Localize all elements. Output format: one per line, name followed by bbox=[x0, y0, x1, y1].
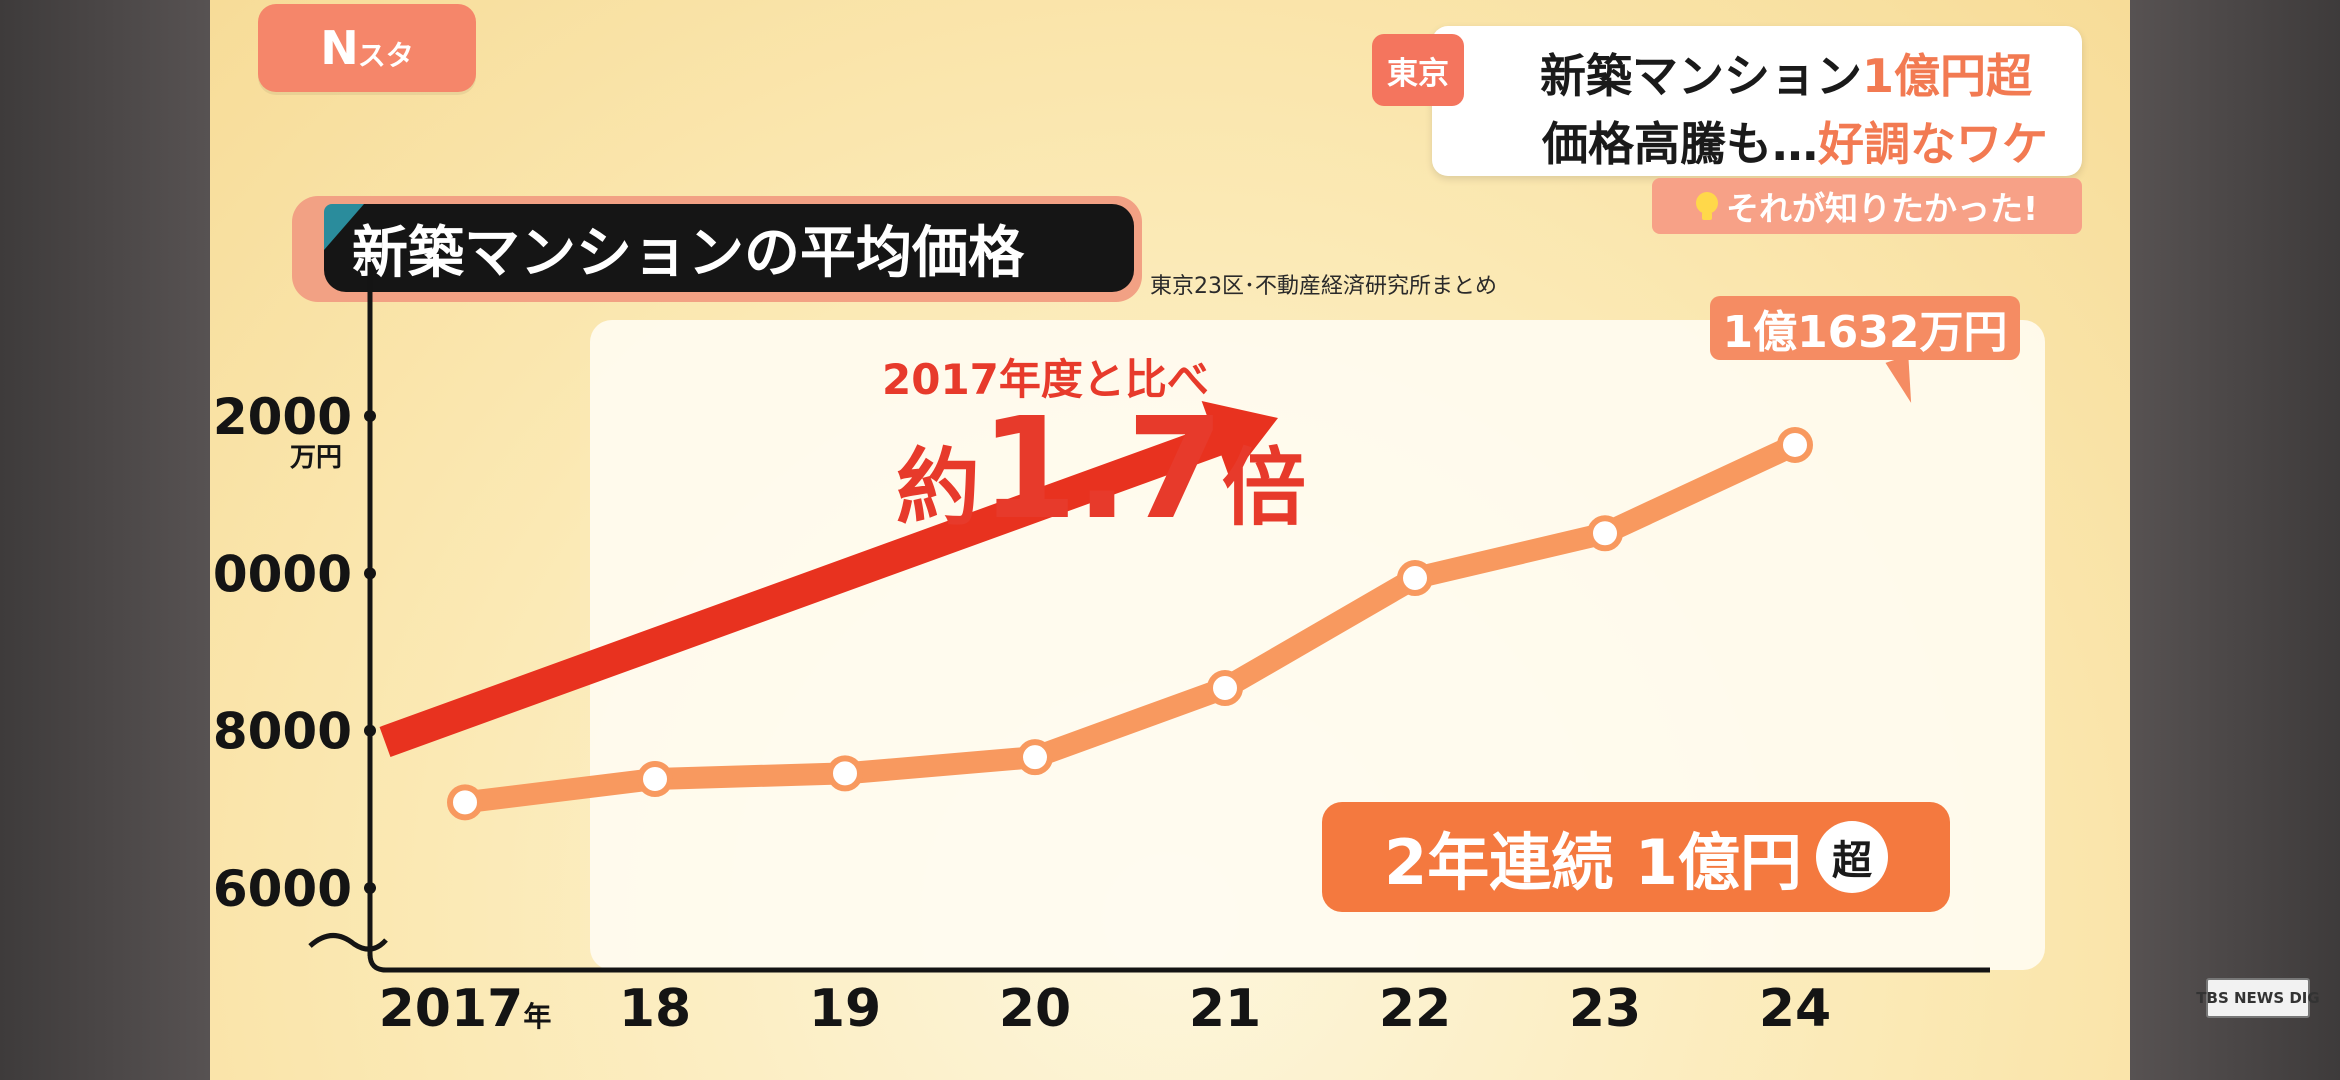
x-tick-label: 19 bbox=[809, 979, 881, 1039]
headline-box: 新築マンション1億円超 価格高騰も…好調なワケ bbox=[1432, 26, 2082, 176]
y-tick-label: 12000 bbox=[210, 388, 352, 446]
y-tick-label: 10000 bbox=[210, 545, 352, 603]
data-point bbox=[1017, 739, 1053, 776]
axis-break-mark bbox=[308, 933, 388, 952]
title-accent-shape bbox=[324, 204, 364, 250]
y-unit-label: 万円 bbox=[290, 443, 342, 473]
series-line bbox=[447, 426, 1813, 821]
sub-caption: それが知りたかった! bbox=[1652, 178, 2082, 234]
y-tick-label: 8000 bbox=[213, 703, 352, 761]
location-tag: 東京 bbox=[1372, 34, 1464, 106]
arrow-shape bbox=[379, 401, 1278, 758]
broadcaster-watermark: TBS NEWS DIG bbox=[2196, 978, 2320, 1018]
y-tick-dot bbox=[364, 410, 376, 422]
lightbulb-icon bbox=[1695, 192, 1718, 220]
last-value-label: 1億1632万円 bbox=[1710, 296, 2020, 360]
x-tick-label: 21 bbox=[1189, 979, 1261, 1039]
x-tick-label: 2017年 bbox=[379, 979, 552, 1039]
ratio-annotation: 約1.7倍 bbox=[896, 388, 1307, 551]
data-point bbox=[447, 784, 483, 821]
y-tick-dot bbox=[364, 567, 376, 580]
chart-title-bar: 新築マンションの平均価格 bbox=[292, 196, 1142, 302]
x-tick-label: 20 bbox=[999, 979, 1071, 1039]
x-tick-suffix: 年 bbox=[523, 1000, 551, 1033]
arrow-group bbox=[379, 401, 1278, 758]
trend-arrow bbox=[379, 401, 1278, 758]
y-tick-label: 6000 bbox=[213, 860, 352, 918]
source-note: 東京23区･不動産経済研究所まとめ bbox=[1150, 274, 1497, 299]
data-point bbox=[1777, 426, 1813, 463]
series-path bbox=[454, 433, 1806, 814]
x-tick-label: 18 bbox=[619, 979, 691, 1039]
x-axis: 2017年 18 19 20 21 22 23 24 bbox=[367, 953, 1990, 1039]
x-tick-label: 23 bbox=[1569, 979, 1641, 1039]
data-point bbox=[827, 755, 863, 792]
program-logo: N スタ bbox=[258, 4, 476, 92]
data-point bbox=[1207, 670, 1243, 707]
video-frame: N スタ 新築マンション1億円超 価格高騰も…好調なワケ 東京 それが知りたかった… bbox=[210, 0, 2130, 1080]
letterbox-left bbox=[0, 0, 210, 1080]
headline-line-2: 価格高騰も…好調なワケ bbox=[1542, 117, 2048, 171]
consecutive-badge: 2年連続 1億円 超 bbox=[1322, 802, 1950, 912]
data-point bbox=[1587, 515, 1623, 552]
headline-line-1: 新築マンション1億円超 bbox=[1539, 49, 2032, 103]
x-tick-label: 24 bbox=[1759, 979, 1831, 1039]
data-point bbox=[1397, 560, 1433, 597]
letterbox-right bbox=[2130, 0, 2340, 1080]
chart-title: 新築マンションの平均価格 bbox=[324, 204, 1134, 292]
comparison-annotation: 2017年度と比べ bbox=[882, 355, 1209, 404]
x-axis-line bbox=[367, 953, 1990, 973]
super-circle: 超 bbox=[1815, 821, 1888, 893]
y-tick-dot bbox=[364, 724, 376, 737]
y-axis: 6000 8000 10000 12000万円 bbox=[210, 262, 388, 956]
data-point bbox=[637, 760, 673, 797]
y-tick-dot bbox=[364, 882, 376, 894]
x-tick-label: 22 bbox=[1379, 979, 1451, 1039]
